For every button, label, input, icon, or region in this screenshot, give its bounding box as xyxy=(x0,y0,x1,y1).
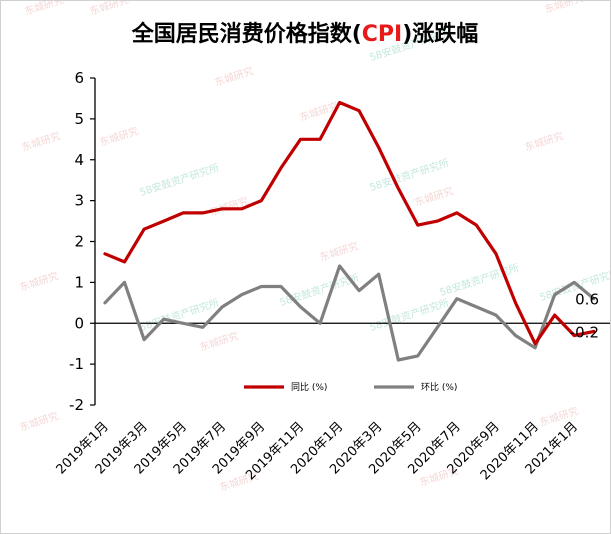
watermark-text: 东城研究 xyxy=(98,124,140,149)
watermark-text: 58安鼓资产研究所 xyxy=(438,261,521,299)
watermark-text: 东城研究 xyxy=(23,1,65,18)
y-tick-label: 6 xyxy=(74,69,84,87)
watermark-text: 东城研究 xyxy=(20,129,62,154)
y-tick-label: 2 xyxy=(74,233,84,251)
watermark-text: 东城研究 xyxy=(523,129,565,154)
end-labels: -0.2 0.6 xyxy=(570,291,599,342)
legend-label: 环比 (%) xyxy=(421,381,457,393)
watermark-text: 58安鼓资产研究所 xyxy=(368,156,451,194)
watermark-layer: 东城研究 东城研究东城研究东城研究东城研究东城研究东城研究东城研究东城研究东城研究… xyxy=(18,1,610,494)
watermark-text: 东城研究 xyxy=(213,64,255,89)
y-tick-label: 3 xyxy=(74,192,84,210)
watermark-text: 58安鼓资产研究所 xyxy=(138,296,221,334)
y-tick-label: 4 xyxy=(74,151,84,169)
watermark-text: 东城研究 xyxy=(18,269,60,294)
series-layer xyxy=(103,100,596,362)
watermark-text: 东城研究 xyxy=(88,1,130,18)
watermark-text: 58安鼓资产研究所 xyxy=(138,161,221,199)
watermark-text: 58安鼓资产研究所 xyxy=(538,266,610,304)
y-tick-label: 1 xyxy=(74,273,84,291)
watermark-text: 东城研究 xyxy=(413,184,455,209)
watermark-text: 东城研究 xyxy=(198,329,240,354)
chart-title-highlight: CPI xyxy=(362,22,402,47)
series-line-1 xyxy=(103,264,596,362)
chart-title-suffix: )涨跌幅 xyxy=(402,22,478,47)
watermark-text: 东城研究 xyxy=(543,1,585,16)
series-end-label: 0.6 xyxy=(575,291,599,309)
y-tick-label: -1 xyxy=(69,355,84,373)
chart-title: 全国居民消费价格指数(CPI)涨跌幅 xyxy=(131,21,479,47)
watermark-text: 东城研究 xyxy=(18,409,60,434)
series-end-label: -0.2 xyxy=(570,323,599,341)
chart-title-prefix: 全国居民消费价格指数( xyxy=(131,21,362,47)
y-tick-label: -2 xyxy=(69,396,84,414)
legend-label: 同比 (%) xyxy=(291,381,327,393)
y-tick-label: 5 xyxy=(74,110,84,128)
series-line-0 xyxy=(103,100,596,346)
y-tick-label: 0 xyxy=(74,314,84,332)
legend: 同比 (%) 环比 (%) xyxy=(244,381,457,393)
watermark-text: 东城研究 xyxy=(318,239,360,264)
